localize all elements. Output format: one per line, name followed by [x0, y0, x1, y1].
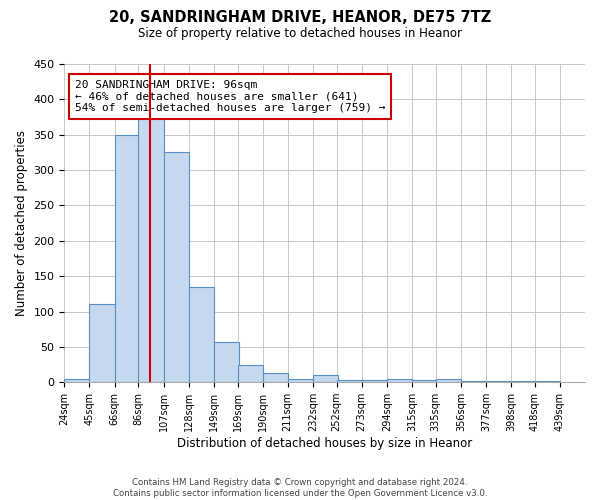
- Bar: [238, 364, 263, 382]
- Bar: [337, 380, 362, 382]
- Text: Size of property relative to detached houses in Heanor: Size of property relative to detached ho…: [138, 28, 462, 40]
- Bar: [287, 378, 313, 382]
- Bar: [436, 378, 461, 382]
- Bar: [89, 304, 115, 382]
- Text: 20 SANDRINGHAM DRIVE: 96sqm
← 46% of detached houses are smaller (641)
54% of se: 20 SANDRINGHAM DRIVE: 96sqm ← 46% of det…: [75, 80, 385, 113]
- Bar: [214, 342, 239, 382]
- X-axis label: Distribution of detached houses by size in Heanor: Distribution of detached houses by size …: [177, 437, 472, 450]
- Bar: [461, 381, 486, 382]
- Bar: [535, 381, 560, 382]
- Bar: [188, 287, 214, 382]
- Bar: [164, 152, 188, 382]
- Bar: [115, 134, 140, 382]
- Bar: [313, 375, 338, 382]
- Y-axis label: Number of detached properties: Number of detached properties: [15, 130, 28, 316]
- Bar: [139, 117, 164, 382]
- Bar: [511, 381, 536, 382]
- Bar: [362, 380, 387, 382]
- Bar: [387, 380, 412, 382]
- Bar: [263, 373, 287, 382]
- Text: 20, SANDRINGHAM DRIVE, HEANOR, DE75 7TZ: 20, SANDRINGHAM DRIVE, HEANOR, DE75 7TZ: [109, 10, 491, 25]
- Bar: [64, 378, 89, 382]
- Bar: [412, 380, 437, 382]
- Text: Contains HM Land Registry data © Crown copyright and database right 2024.
Contai: Contains HM Land Registry data © Crown c…: [113, 478, 487, 498]
- Bar: [486, 381, 511, 382]
